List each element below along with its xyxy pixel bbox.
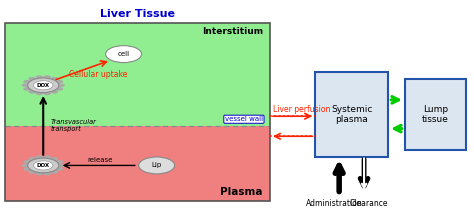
Circle shape [36,172,43,175]
Circle shape [23,167,31,171]
Circle shape [51,90,58,94]
Circle shape [28,170,36,174]
Bar [5,126,270,201]
Text: Plasma: Plasma [220,187,263,197]
Circle shape [51,170,58,174]
Circle shape [55,87,63,91]
Text: Administration: Administration [306,199,363,208]
Text: release: release [87,157,113,163]
Circle shape [28,77,36,80]
Text: Lip: Lip [152,162,162,168]
Text: Systemic
plasma: Systemic plasma [331,105,372,124]
Circle shape [106,46,142,62]
Circle shape [44,92,51,95]
Text: Transvascular
transport: Transvascular transport [50,119,96,132]
Circle shape [23,87,31,91]
Circle shape [55,80,63,83]
Circle shape [22,84,29,87]
Text: vessel wall: vessel wall [225,116,263,122]
Text: Cellular uptake: Cellular uptake [69,70,128,79]
Circle shape [28,157,36,161]
Bar [405,79,466,150]
Circle shape [36,92,43,95]
Circle shape [57,164,65,167]
Circle shape [139,157,174,174]
Circle shape [27,158,59,173]
Text: Liver perfusion: Liver perfusion [273,106,331,114]
Bar [5,23,270,126]
Circle shape [44,155,51,159]
Circle shape [44,172,51,175]
Circle shape [23,80,31,83]
Text: DOX: DOX [36,163,50,168]
Circle shape [44,75,51,79]
Circle shape [34,81,53,90]
Text: cell: cell [118,51,129,57]
Text: Lump
tissue: Lump tissue [422,105,449,124]
Circle shape [51,77,58,80]
Circle shape [36,155,43,159]
Circle shape [34,161,53,170]
Circle shape [51,157,58,161]
Bar [315,72,388,157]
Circle shape [28,90,36,94]
Text: Interstitium: Interstitium [202,27,263,37]
Circle shape [22,164,29,167]
Circle shape [55,160,63,164]
Circle shape [36,75,43,79]
Text: DOX: DOX [36,83,50,88]
Circle shape [27,78,59,93]
Circle shape [23,160,31,164]
Circle shape [57,84,65,87]
Bar [5,23,270,201]
Text: Liver Tissue: Liver Tissue [100,9,175,19]
Text: Clearance: Clearance [349,199,388,208]
Circle shape [55,167,63,171]
